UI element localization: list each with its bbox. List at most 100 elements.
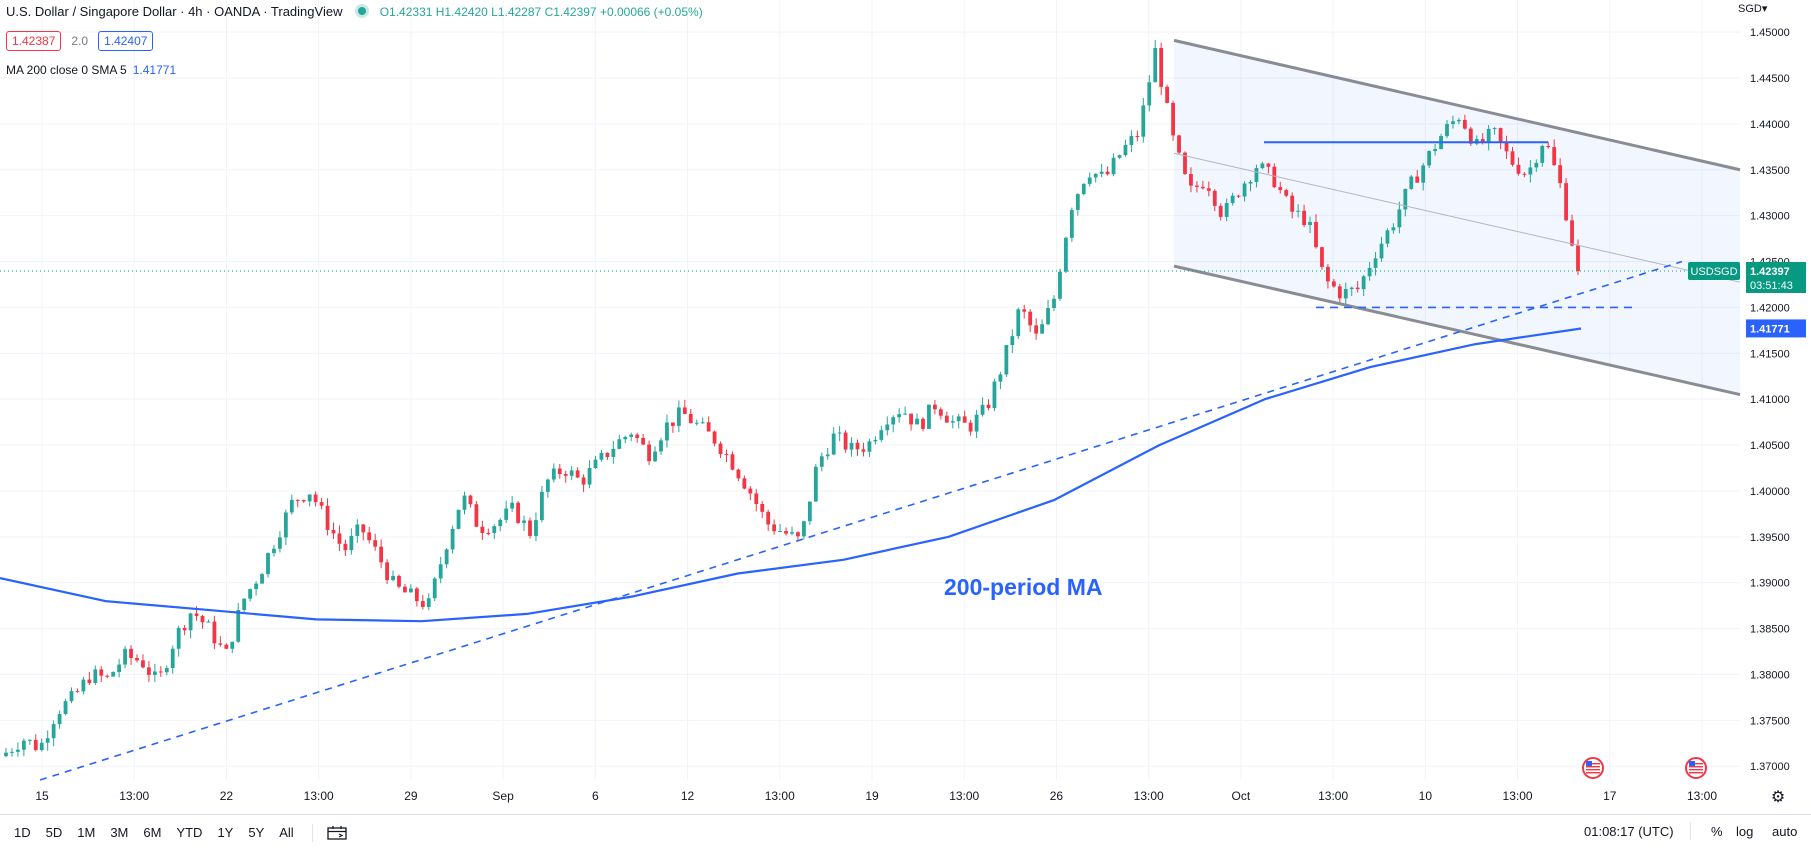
candle (516, 500, 520, 525)
utc-clock[interactable]: 01:08:17 (UTC) (1584, 824, 1674, 839)
timeframe-1m[interactable]: 1M (77, 825, 96, 840)
candle (915, 413, 919, 425)
candle (1403, 188, 1408, 217)
candle (933, 399, 937, 415)
candle (671, 422, 675, 433)
candle (1058, 268, 1062, 301)
candle (557, 463, 562, 479)
calendar-icon[interactable] (327, 825, 347, 840)
candle (748, 485, 753, 501)
candle (1546, 141, 1551, 149)
candle (1135, 130, 1140, 142)
candle (426, 593, 431, 611)
timeframe-6m[interactable]: 6M (143, 825, 162, 840)
candle (813, 464, 818, 502)
us-flag-icon[interactable] (1685, 757, 1707, 779)
candle (623, 435, 628, 444)
candle (1373, 251, 1378, 276)
buy-button[interactable]: 1.42407 (98, 31, 154, 51)
currency-selector[interactable]: SGD▾ (1738, 2, 1767, 15)
candle (123, 646, 127, 669)
timeframe-3m[interactable]: 3M (110, 825, 129, 840)
candle (1385, 228, 1390, 248)
candle (921, 417, 925, 432)
candle (1314, 214, 1318, 249)
candle (480, 520, 485, 540)
timeframe-buttons: 1D 5D 1M 3M 6M YTD 1Y 5Y All (0, 825, 294, 840)
timeframe-5y[interactable]: 5Y (248, 825, 265, 840)
time-tick-label: 22 (220, 789, 234, 803)
candle (1111, 153, 1116, 177)
candle (21, 738, 26, 757)
candle (647, 440, 651, 466)
price-tick-label: 1.45000 (1750, 27, 1790, 39)
spread-value: 2.0 (71, 34, 89, 48)
candle (992, 378, 997, 412)
timeframe-5d[interactable]: 5D (45, 825, 63, 840)
candle (4, 747, 8, 758)
candle (796, 531, 800, 541)
ma-price-label: 1.41771 (1750, 323, 1790, 335)
candle (986, 399, 991, 411)
time-tick-label: 12 (681, 789, 695, 803)
candle (599, 449, 604, 462)
gear-icon[interactable]: ⚙ (1771, 789, 1785, 806)
log-toggle[interactable]: log (1736, 824, 1754, 839)
candle (897, 408, 902, 423)
trendline-dashed (39, 260, 1683, 781)
price-tick-label: 1.38500 (1750, 624, 1790, 636)
price-tick-label: 1.39000 (1750, 578, 1790, 590)
timeframe-all[interactable]: All (279, 825, 294, 840)
candle (397, 574, 401, 589)
chevron-down-icon: ▾ (1761, 3, 1768, 15)
candle (492, 524, 497, 540)
candle (236, 603, 241, 643)
symbol-label-bg (1688, 261, 1740, 280)
indicator-legend[interactable]: MA 200 close 0 SMA 5 1.41771 (6, 63, 176, 77)
candle (617, 434, 622, 450)
candle (772, 519, 777, 535)
candle (1206, 181, 1211, 197)
candle (158, 666, 163, 677)
timeframe-ytd[interactable]: YTD (176, 825, 203, 840)
channel-upper-line (1173, 38, 1741, 172)
candle (438, 556, 443, 584)
candle (1552, 139, 1557, 166)
sell-button[interactable]: 1.42387 (6, 31, 62, 51)
candle (33, 734, 38, 752)
us-flag-icon[interactable] (1582, 757, 1604, 779)
candle (1331, 278, 1336, 288)
candle (825, 448, 830, 460)
candle (1504, 135, 1509, 159)
time-tick-label: Sep (492, 789, 514, 803)
candle (694, 419, 699, 426)
candle (1081, 183, 1086, 196)
timeframe-1y[interactable]: 1Y (217, 825, 234, 840)
candle (766, 509, 771, 531)
candle (504, 500, 509, 524)
candle (1200, 180, 1205, 190)
candle (1516, 157, 1521, 176)
candle (1528, 159, 1533, 183)
candle (373, 533, 378, 551)
candle (218, 636, 223, 647)
candle (974, 409, 979, 438)
candle (682, 399, 687, 415)
candle (563, 470, 568, 483)
candle (99, 666, 104, 682)
candle (27, 739, 32, 745)
symbol-title[interactable]: U.S. Dollar / Singapore Dollar · 4h · OA… (6, 4, 343, 19)
candle (1492, 127, 1497, 135)
candle (569, 466, 574, 481)
candle (468, 494, 473, 508)
timeframe-1d[interactable]: 1D (14, 825, 31, 840)
candle (1064, 236, 1068, 273)
percent-toggle[interactable]: % (1711, 824, 1723, 839)
candle (87, 671, 92, 685)
indicator-label: MA 200 close 0 SMA 5 (6, 63, 127, 77)
candle (1260, 161, 1265, 170)
drawings (0, 38, 1741, 781)
auto-toggle[interactable]: auto (1772, 824, 1798, 839)
candle (69, 687, 74, 704)
